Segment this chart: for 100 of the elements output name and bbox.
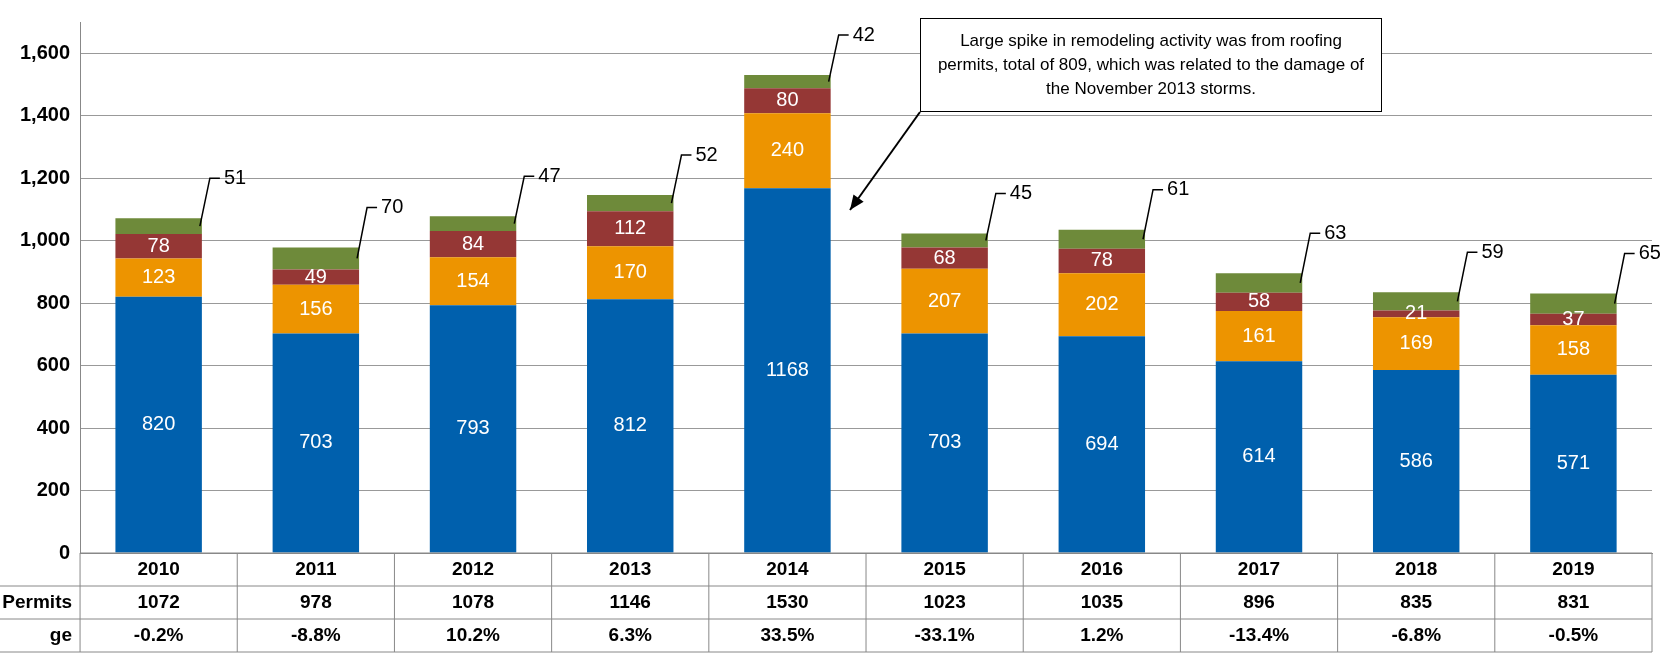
bar [1372, 317, 1460, 370]
data-label: 70 [381, 195, 404, 218]
text: -8.8% [291, 623, 341, 645]
bar [901, 233, 988, 248]
x-tick-label: 2013 [609, 557, 652, 579]
data-label: 812 [613, 413, 647, 436]
bar [1058, 229, 1146, 249]
text: ge [49, 623, 73, 645]
data-label: 170 [613, 260, 647, 283]
text: -13.4% [1228, 623, 1290, 645]
bar [115, 234, 202, 259]
data-label: 58 [1247, 289, 1271, 312]
y-tick-label: 1,200 [19, 165, 71, 188]
bar [115, 296, 202, 553]
x-tick-label: 2014 [766, 557, 809, 579]
bar [744, 75, 831, 89]
x-tick-label: 2012 [451, 557, 495, 579]
bar [1058, 248, 1146, 274]
annotation: Large spike in remodeling activity was from roofing permits, total of 809, which was related to the damage of the November 2013 storms. [920, 18, 1382, 112]
data-label: 614 [1242, 444, 1276, 467]
x-tick-label: 2011 [295, 557, 337, 579]
bar [429, 216, 517, 231]
total-label: 1072 [137, 590, 180, 612]
bar [1058, 273, 1146, 337]
bar [1530, 374, 1617, 553]
data-label: 42 [852, 22, 875, 45]
data-label: 586 [1399, 448, 1433, 471]
data-label: 47 [538, 163, 561, 186]
text: -33.1% [914, 623, 975, 645]
data-label: 49 [304, 264, 327, 287]
data-label: 169 [1399, 331, 1433, 354]
bar [1215, 273, 1303, 293]
y-tick-label: 1,400 [19, 103, 71, 126]
data-label: 84 [461, 231, 485, 254]
bar [115, 218, 202, 235]
data-label: 240 [770, 138, 805, 161]
bar [1215, 361, 1303, 553]
bar [1372, 369, 1460, 553]
bar [744, 113, 831, 189]
data-label: 63 [1324, 220, 1347, 243]
text: Permits [2, 590, 73, 612]
text: -6.8% [1391, 623, 1442, 645]
text: 1.2% [1080, 623, 1124, 645]
bar [272, 333, 360, 553]
bar [744, 188, 831, 553]
total-label: 896 [1243, 590, 1275, 612]
data-label: 571 [1556, 451, 1591, 474]
bar [587, 246, 674, 300]
x-tick-label: 2010 [137, 557, 180, 579]
total-label: 1023 [923, 590, 966, 612]
data-label: 158 [1556, 337, 1591, 360]
total-label: 1035 [1080, 590, 1124, 612]
x-tick-label: 2016 [1080, 557, 1123, 579]
y-tick-label: 400 [36, 415, 71, 438]
bar [1058, 336, 1146, 553]
data-label: 65 [1638, 240, 1660, 263]
data-label: 156 [299, 296, 333, 319]
y-tick-label: 800 [36, 290, 71, 313]
bar [1215, 310, 1303, 362]
data-label: 78 [1090, 248, 1113, 271]
data-label: 61 [1167, 177, 1190, 200]
data-label: 1168 [765, 357, 809, 380]
y-tick-label: 1,000 [19, 228, 71, 251]
bar [744, 88, 831, 114]
bar [272, 247, 360, 270]
bar [272, 284, 360, 334]
y-tick-label: 0 [58, 540, 71, 563]
data-label: 202 [1085, 292, 1119, 315]
text: -0.5% [1548, 623, 1599, 645]
text: 33.5% [760, 623, 815, 645]
x-tick-label: 2018 [1395, 557, 1438, 579]
total-label: 978 [299, 590, 332, 612]
y-tick-label: 200 [36, 478, 71, 501]
total-label: 1146 [609, 590, 651, 612]
data-label: 793 [456, 416, 490, 439]
x-tick-label: 2019 [1552, 557, 1595, 579]
bar [272, 269, 360, 285]
bar [429, 230, 517, 258]
data-label: 51 [223, 165, 247, 188]
bar [587, 299, 674, 553]
bar [115, 258, 202, 297]
total-label: 1078 [451, 590, 495, 612]
total-label: 835 [1400, 590, 1433, 612]
x-tick-label: 2015 [923, 557, 967, 579]
data-label: 123 [141, 265, 176, 288]
data-label: 154 [456, 268, 490, 291]
data-label: 703 [927, 430, 962, 453]
bar [587, 195, 674, 212]
bar [1530, 325, 1617, 375]
bar [429, 305, 517, 553]
data-label: 820 [141, 412, 176, 435]
data-label: 112 [614, 216, 647, 239]
y-tick-label: 600 [36, 353, 71, 376]
text: 10.2% [446, 623, 501, 645]
x-tick-label: 2017 [1237, 557, 1281, 579]
text: 6.3% [608, 623, 652, 645]
data-label: 161 [1242, 323, 1276, 346]
text: -0.2% [133, 623, 184, 645]
total-label: 831 [1557, 590, 1590, 612]
data-label: 80 [776, 88, 799, 111]
